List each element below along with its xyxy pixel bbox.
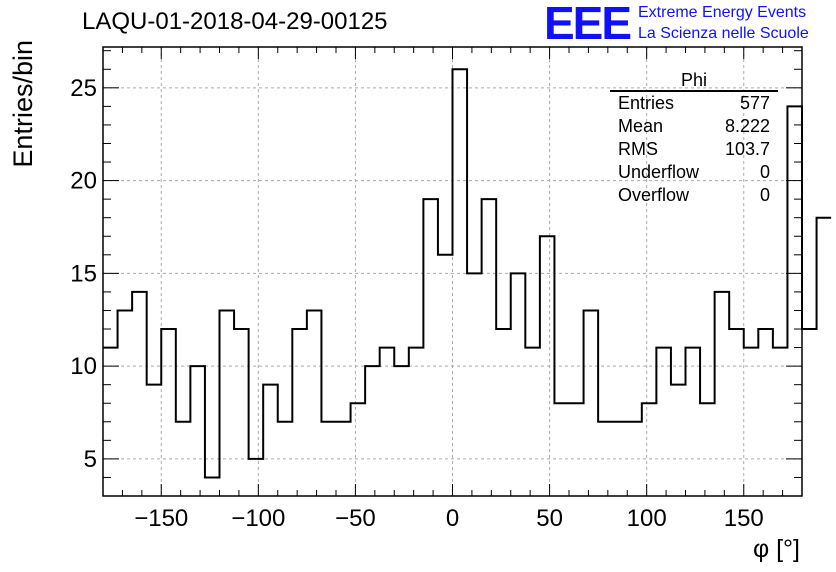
histogram-bin: [627, 422, 642, 496]
plot-frame: [102, 46, 803, 497]
eee-logo-line2: La Scienza nelle Scuole: [638, 25, 809, 42]
stats-value: 0: [759, 185, 770, 205]
stats-value: 0: [759, 162, 770, 182]
x-tick-label: −50: [335, 505, 376, 532]
histogram-bin: [511, 273, 526, 496]
y-tick-label: 5: [84, 446, 97, 473]
x-tick-label: 50: [536, 505, 563, 532]
histogram-bin: [700, 403, 715, 496]
histogram-bin: [263, 385, 278, 496]
histogram-bin: [190, 366, 205, 496]
histogram-bin: [467, 273, 482, 496]
x-axis-label: φ [°]: [753, 535, 800, 563]
histogram-bin: [554, 403, 569, 496]
histogram-bin: [802, 329, 817, 496]
histogram-bin: [220, 310, 235, 496]
eee-logo-text: EEE: [544, 0, 632, 49]
y-tick-label: 15: [70, 260, 97, 287]
histogram-bin: [773, 348, 788, 496]
histogram-bin: [729, 329, 744, 496]
chart-title: LAQU-01-2018-04-29-00125: [82, 8, 388, 35]
x-tick-label: 100: [627, 505, 667, 532]
histogram-bin: [787, 106, 802, 496]
stats-value: 103.7: [724, 139, 770, 159]
histogram-bin: [132, 292, 147, 496]
histogram-bin: [147, 385, 162, 496]
histogram-bin: [336, 422, 351, 496]
histogram-bin: [380, 348, 395, 496]
histogram-bin: [176, 422, 191, 496]
histogram-bin: [496, 329, 511, 496]
histogram-bin: [598, 422, 613, 496]
stats-row-underflow: Underflow 0: [610, 161, 778, 184]
histogram-bin: [307, 310, 322, 496]
histogram-bin: [205, 477, 220, 496]
histogram-bin: [569, 403, 584, 496]
stats-value: 577: [739, 93, 770, 113]
histogram-bin: [758, 329, 773, 496]
histogram-bin: [351, 403, 366, 496]
histogram-bin: [671, 385, 686, 496]
histogram-bin: [453, 69, 468, 496]
histogram-bin: [656, 348, 671, 496]
histogram-bin: [686, 348, 701, 496]
stats-row-entries: Entries 577: [610, 92, 778, 115]
histogram-bin: [278, 422, 293, 496]
stats-value: 8.222: [724, 116, 770, 136]
histogram-bin: [118, 310, 133, 496]
histogram-bin: [103, 348, 118, 496]
stats-row-overflow: Overflow 0: [610, 184, 778, 207]
x-tick-label: 150: [724, 505, 764, 532]
histogram-outline: [103, 68, 832, 479]
x-tick-label: −150: [134, 505, 188, 532]
histogram-bin: [423, 199, 438, 496]
stats-key: Entries: [618, 93, 675, 113]
stats-title: Phi: [610, 70, 778, 92]
stats-box: Phi Entries 577 Mean 8.222 RMS 103.7 Und…: [610, 70, 778, 207]
y-tick-label: 25: [70, 75, 97, 102]
histogram-bin: [584, 310, 599, 496]
histogram-bin: [394, 366, 409, 496]
histogram-bin: [321, 422, 336, 496]
stats-key: Mean: [618, 116, 664, 136]
histogram-bin: [234, 329, 249, 496]
histogram-bin: [744, 348, 759, 496]
histogram-bin: [365, 366, 380, 496]
y-tick-label: 20: [70, 168, 97, 195]
histogram-bin: [409, 348, 424, 496]
x-tick-label: −100: [231, 505, 285, 532]
histogram-bin: [525, 348, 540, 496]
y-tick-label: 10: [70, 353, 97, 380]
histogram-bin: [613, 422, 628, 496]
stats-key: RMS: [618, 139, 658, 159]
stats-row-rms: RMS 103.7: [610, 138, 778, 161]
y-axis-label: Entries/bin: [8, 40, 38, 168]
histogram-bin: [817, 218, 832, 496]
histogram-bin: [540, 236, 555, 496]
stats-row-mean: Mean 8.222: [610, 115, 778, 138]
histogram-bin: [482, 199, 497, 496]
histogram-bin: [438, 255, 453, 496]
histogram-bin: [249, 459, 264, 496]
histogram-bin: [161, 329, 176, 496]
x-tick-label: 0: [446, 505, 459, 532]
histogram-bin: [292, 329, 307, 496]
histogram-bin: [715, 292, 730, 496]
stats-key: Overflow: [618, 185, 690, 205]
histogram-bin: [642, 403, 657, 496]
eee-logo-line1: Extreme Energy Events: [638, 4, 807, 21]
stats-key: Underflow: [618, 162, 700, 182]
